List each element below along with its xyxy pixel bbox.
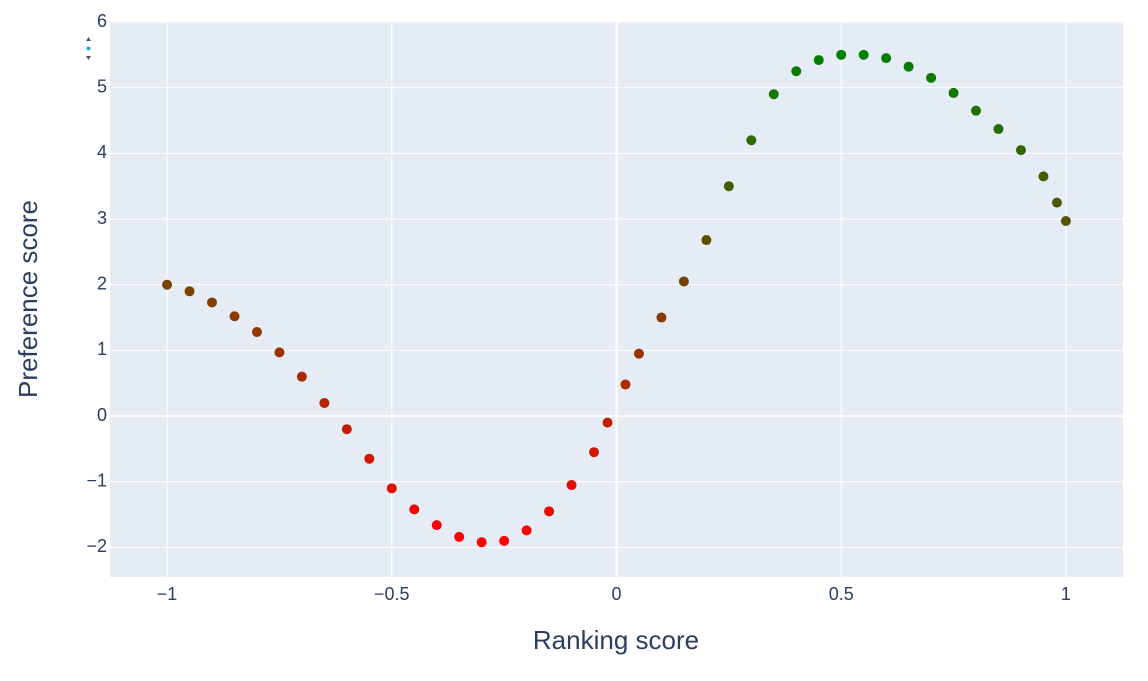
x-tick-label: 0 (611, 584, 621, 604)
point (620, 379, 631, 390)
point (251, 327, 262, 338)
point (207, 297, 218, 308)
point (386, 483, 397, 494)
x-tick-label: 0.5 (829, 584, 854, 604)
y-tick-label: 2 (97, 273, 107, 293)
point (602, 417, 613, 428)
point (993, 124, 1004, 135)
point (836, 49, 847, 60)
point (1038, 171, 1049, 182)
point (162, 279, 173, 290)
point (476, 537, 487, 548)
point (296, 371, 307, 382)
y-tick-label: 4 (97, 142, 107, 162)
point (544, 506, 555, 517)
point (1015, 145, 1026, 156)
point (971, 105, 982, 116)
point (409, 504, 420, 515)
point (499, 535, 510, 546)
point (184, 286, 195, 297)
point (678, 276, 689, 287)
point (633, 348, 644, 359)
point (948, 87, 959, 98)
point (791, 66, 802, 77)
point (319, 397, 330, 408)
y-tick-label: 1 (97, 339, 107, 359)
point (341, 424, 352, 435)
point (431, 520, 442, 531)
point (903, 61, 914, 72)
point (813, 55, 824, 66)
point (364, 453, 375, 464)
modebar-icon[interactable] (86, 37, 91, 60)
y-tick-label: 3 (97, 208, 107, 228)
point (454, 531, 465, 542)
point (858, 49, 869, 60)
point (1060, 216, 1071, 227)
point (701, 235, 712, 246)
y-tick-label: 6 (97, 11, 107, 31)
marks (162, 49, 1071, 548)
point (589, 447, 600, 458)
x-tick-label: 1 (1061, 584, 1071, 604)
y-tick-label: −2 (86, 536, 107, 556)
point (723, 181, 734, 192)
point (229, 311, 240, 322)
x-axis-title: Ranking score (533, 625, 699, 655)
point (768, 89, 779, 100)
point (566, 480, 577, 491)
point (521, 525, 532, 536)
point (274, 347, 285, 358)
x-tick-label: −1 (157, 584, 178, 604)
point (1051, 197, 1062, 208)
x-tick-label: −0.5 (374, 584, 410, 604)
point (656, 312, 667, 323)
point (746, 135, 757, 146)
y-tick-label: −1 (86, 471, 107, 491)
point (881, 53, 892, 64)
y-tick-label: 0 (97, 405, 107, 425)
y-axis-title: Preference score (13, 200, 43, 398)
point (926, 72, 937, 83)
y-tick-label: 5 (97, 76, 107, 96)
